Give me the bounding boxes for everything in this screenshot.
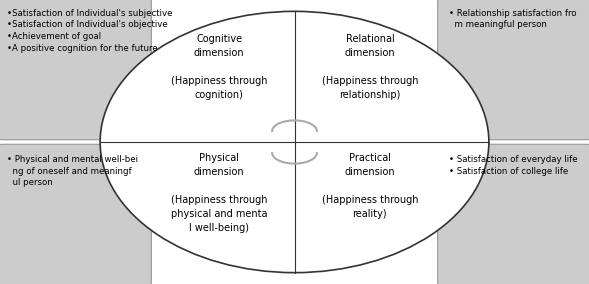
FancyBboxPatch shape: [0, 0, 151, 140]
Text: • Relationship satisfaction fro
  m meaningful person: • Relationship satisfaction fro m meanin…: [449, 9, 576, 29]
Text: • Satisfaction of everyday life
• Satisfaction of college life: • Satisfaction of everyday life • Satisf…: [449, 155, 577, 176]
FancyBboxPatch shape: [0, 144, 151, 284]
Text: •Satisfaction of Individual's subjective
•Satisfaction of Individual's objective: •Satisfaction of Individual's subjective…: [7, 9, 173, 53]
Text: • Physical and mental well-bei
  ng of oneself and meaningf
  ul person: • Physical and mental well-bei ng of one…: [7, 155, 138, 187]
Text: Relational
dimension

(Happiness through
relationship): Relational dimension (Happiness through …: [322, 34, 418, 100]
Text: Cognitive
dimension

(Happiness through
cognition): Cognitive dimension (Happiness through c…: [171, 34, 267, 100]
FancyBboxPatch shape: [438, 0, 589, 140]
Ellipse shape: [100, 11, 489, 273]
Text: Physical
dimension

(Happiness through
physical and menta
l well-being): Physical dimension (Happiness through ph…: [171, 153, 267, 233]
Text: Practical
dimension

(Happiness through
reality): Practical dimension (Happiness through r…: [322, 153, 418, 219]
FancyBboxPatch shape: [438, 144, 589, 284]
